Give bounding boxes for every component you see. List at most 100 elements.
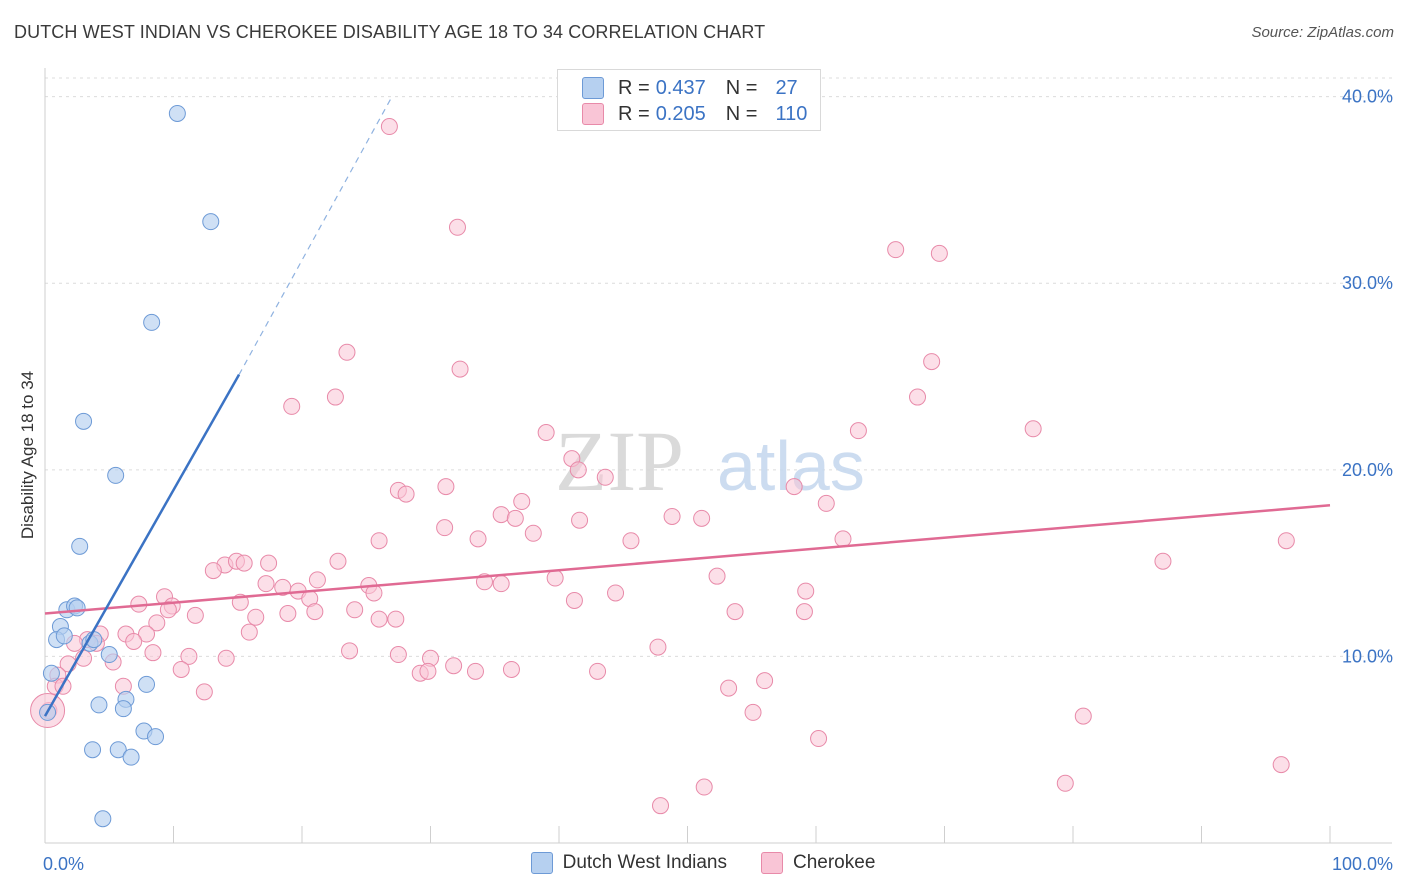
cherokee-point (1277, 532, 1295, 550)
cherokee-point (589, 662, 607, 680)
tick-labels: 10.0% 20.0% 30.0% 40.0% 0.0% 100.0% (43, 87, 1393, 874)
dutch-west-indian-point (107, 466, 125, 484)
dutch-west-indian-point (90, 696, 108, 714)
cherokee-point (923, 353, 941, 371)
cherokee-point (341, 642, 359, 660)
cherokee-point (726, 603, 744, 621)
legend-n-label: N = (725, 102, 758, 125)
cherokee-point (571, 511, 589, 529)
dutch-west-indian-point (100, 646, 118, 664)
y-tick-label: 10.0% (1342, 646, 1393, 666)
cherokee-point (370, 532, 388, 550)
cherokee-point (326, 388, 344, 406)
cherokee-point (437, 478, 455, 496)
cherokee-point (622, 532, 640, 550)
cherokee-point (389, 646, 407, 664)
cherokee-point (785, 478, 803, 496)
cherokee-point (569, 461, 587, 479)
cherokee-point (887, 241, 905, 259)
cherokee-point (148, 614, 166, 632)
dutch-west-indian-point (114, 700, 132, 718)
dutch-trend-extension (238, 96, 393, 375)
dutch-west-indian-point (168, 104, 186, 122)
cherokee-point (652, 797, 670, 815)
dutch-west-indian-point (75, 412, 93, 430)
cherokee-point (513, 493, 531, 511)
cherokee-point (279, 605, 297, 622)
dutch-west-indian-point (202, 213, 220, 231)
dutch-west-indian-point (143, 313, 161, 331)
cherokee-point (338, 343, 356, 361)
cherokee-point (849, 422, 867, 440)
cherokee-point (217, 649, 235, 667)
cherokee-point (502, 660, 520, 678)
cherokee-point (144, 644, 162, 662)
legend-n-value: 27 (775, 76, 798, 99)
cherokee-point (451, 360, 469, 378)
cherokee-point (546, 569, 564, 587)
x-tick-label: 0.0% (43, 854, 84, 874)
dutch-west-indian-point (84, 741, 102, 759)
cherokee-point (596, 468, 614, 486)
legend-r-label: R = (618, 102, 650, 125)
y-tick-label: 40.0% (1342, 87, 1393, 107)
cherokee-point (125, 632, 143, 650)
cherokee-point (445, 657, 463, 675)
cherokee-point (283, 397, 301, 415)
cherokee-point (663, 507, 681, 525)
cherokee-point (172, 660, 190, 678)
cherokee-point (346, 601, 364, 619)
cherokee-point (810, 730, 828, 748)
legend-swatch-cherokee (582, 103, 604, 125)
dutch-west-indian-point (94, 810, 112, 828)
cherokee-point (565, 591, 583, 609)
chart-title: DUTCH WEST INDIAN VS CHEROKEE DISABILITY… (14, 22, 766, 42)
cherokee-point (247, 608, 265, 626)
cherokee-point (693, 509, 711, 527)
cherokee-point (180, 647, 198, 665)
cherokee-point (419, 662, 437, 680)
cherokee-point (506, 509, 524, 527)
legend-row-cherokee: R = 0.205 N = 110 (582, 102, 807, 126)
cherokee-point (492, 575, 510, 593)
dutch-west-indian-point (68, 599, 86, 617)
legend-row-dutch: R = 0.437 N = 27 (582, 76, 798, 100)
cherokee-point (469, 530, 487, 548)
legend-n-value: 110 (775, 102, 808, 125)
cherokee-point (607, 584, 625, 602)
legend-swatch-dutch (582, 77, 604, 99)
cherokee-point (720, 679, 738, 697)
cherokee-trend-line (44, 504, 1331, 615)
dutch-west-indian-points (39, 104, 220, 828)
legend-item-cherokee[interactable]: Cherokee (761, 852, 875, 874)
legend-item-dutch-west-indians[interactable]: Dutch West Indians (530, 852, 727, 874)
cherokee-point (524, 524, 542, 542)
cherokee-point (797, 582, 815, 600)
dutch-west-indian-point (109, 741, 127, 759)
cherokee-point (204, 562, 222, 580)
cherokee-point (834, 530, 852, 548)
cherokee-point (308, 571, 326, 589)
y-tick-label: 30.0% (1342, 273, 1393, 293)
cherokee-point (195, 683, 213, 701)
cherokee-point (930, 244, 948, 262)
legend-n-label: N = (725, 76, 758, 99)
cherokee-point (138, 625, 156, 643)
cherokee-point (466, 662, 484, 680)
cherokee-point (537, 424, 555, 442)
legend-swatch-dutch (530, 852, 553, 874)
dutch-trend-line (43, 374, 241, 717)
cherokee-point (159, 601, 177, 619)
cherokee-point (649, 638, 667, 656)
cherokee-point (817, 494, 835, 512)
cherokee-point (695, 778, 713, 796)
trend-lines (43, 96, 1331, 717)
legend-r-value: 0.437 (655, 76, 706, 99)
cherokee-point (329, 552, 347, 570)
cherokee-point (492, 506, 510, 524)
dutch-west-indian-point (55, 627, 73, 645)
cherokee-point (448, 218, 466, 236)
legend-label-dutch: Dutch West Indians (562, 852, 727, 873)
dutch-west-indian-point (122, 748, 140, 766)
